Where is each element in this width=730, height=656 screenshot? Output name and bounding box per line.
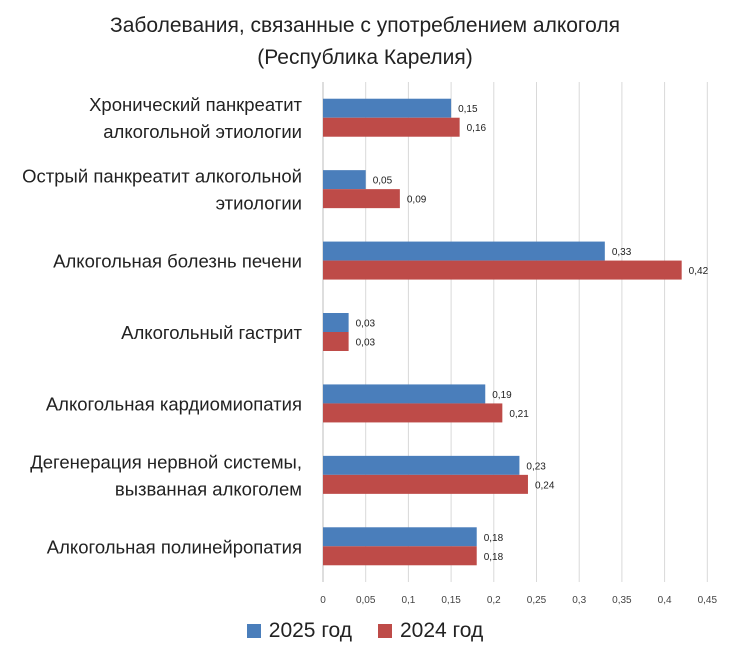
category-label-line: Дегенерация нервной системы, (30, 451, 302, 472)
category-label-line: Хронический панкреатит (89, 94, 302, 115)
bar-series-1 (323, 527, 477, 547)
bar-series-2 (323, 403, 503, 423)
data-label: 0,18 (484, 552, 504, 563)
chart-title-main: Заболевания, связанные с употреблением а… (110, 14, 620, 37)
x-tick-label: 0,15 (441, 595, 461, 606)
legend-swatch-series-1 (246, 624, 261, 638)
gridlines (322, 82, 708, 582)
category-label-line: вызванная алкоголем (115, 478, 302, 499)
bar-series-2 (323, 332, 349, 351)
category-label-line: Алкогольная полинейропатия (47, 536, 302, 557)
category-label-line: Алкогольная болезнь печени (53, 251, 302, 272)
category-label: Дегенерация нервной системы, вызванная ал… (30, 451, 302, 499)
bar-series-1 (323, 98, 452, 118)
bar-series-1 (323, 313, 349, 332)
bar-series-2 (323, 260, 682, 280)
legend-label-series-2: 2024 год (400, 619, 484, 642)
data-label: 0,23 (526, 461, 546, 472)
category-label-line: Острый панкреатит алкогольной (22, 166, 302, 187)
x-tick-label: 0,2 (487, 595, 501, 606)
bar-series-2 (323, 546, 477, 566)
category-label-line: Алкогольный гастрит (121, 322, 302, 343)
legend-item-series-1: 2025 год (246, 619, 352, 643)
bar-series-1 (323, 241, 605, 261)
x-tick-label: 0,45 (698, 595, 718, 606)
bar-series-2 (323, 117, 460, 137)
category-label: Алкогольная полинейропатия (47, 536, 302, 557)
x-tick-label: 0 (320, 595, 326, 606)
category-label-line: алкогольной этиологии (103, 121, 302, 142)
data-label: 0,05 (373, 176, 393, 187)
chart-subtitle: (Республика Карелия) (257, 46, 473, 69)
category-label-line: этиологии (216, 193, 302, 214)
x-tick-label: 0,25 (527, 595, 547, 606)
category-label: Алкогольная кардиомиопатия (46, 393, 302, 414)
data-label: 0,42 (689, 266, 709, 277)
data-label: 0,16 (467, 123, 487, 134)
data-label: 0,19 (492, 390, 512, 401)
category-label: Хронический панкреатит алкогольной этиоло… (89, 94, 302, 142)
chart-title: Заболевания, связанные с употреблением а… (0, 10, 730, 74)
x-axis-ticks: 0 0,05 0,1 0,15 0,2 0,25 0,3 0,35 0,4 0,45 (320, 595, 717, 606)
x-tick-label: 0,35 (612, 595, 632, 606)
x-tick-label: 0,3 (572, 595, 586, 606)
data-label: 0,15 (458, 104, 478, 115)
bar-series-1 (323, 455, 520, 475)
category-label: Алкогольная болезнь печени (53, 251, 302, 272)
legend-item-series-2: 2024 год (378, 619, 483, 643)
data-label: 0,03 (356, 338, 376, 349)
category-label: Острый панкреатит алкогольной этиологии (22, 166, 302, 214)
category-label: Алкогольный гастрит (121, 322, 302, 343)
legend: 2025 год 2024 год (0, 619, 730, 643)
data-label: 0,24 (535, 480, 555, 491)
data-label: 0,03 (356, 319, 376, 330)
data-label: 0,21 (509, 409, 529, 420)
bars: 0,15 0,16 0,05 0,09 0,33 0,42 0,03 0,03 0,19 0,21… (323, 98, 709, 566)
bar-chart: 0,15 0,16 0,05 0,09 0,33 0,42 0,03 0,03 0,19 0,21… (22, 82, 717, 606)
bar-series-2 (323, 474, 528, 494)
x-tick-label: 0,1 (401, 595, 415, 606)
data-label: 0,09 (407, 195, 427, 206)
category-labels: Хронический панкреатит алкогольной этиоло… (22, 94, 302, 557)
bar-series-1 (323, 384, 486, 404)
x-tick-label: 0,4 (658, 595, 672, 606)
bar-series-1 (323, 170, 366, 190)
legend-label-series-1: 2025 год (268, 619, 352, 642)
category-label-line: Алкогольная кардиомиопатия (46, 393, 302, 414)
data-label: 0,33 (612, 247, 632, 258)
bar-series-2 (323, 189, 400, 209)
data-label: 0,18 (484, 533, 504, 544)
legend-swatch-series-2 (378, 624, 392, 638)
x-tick-label: 0,05 (356, 595, 376, 606)
